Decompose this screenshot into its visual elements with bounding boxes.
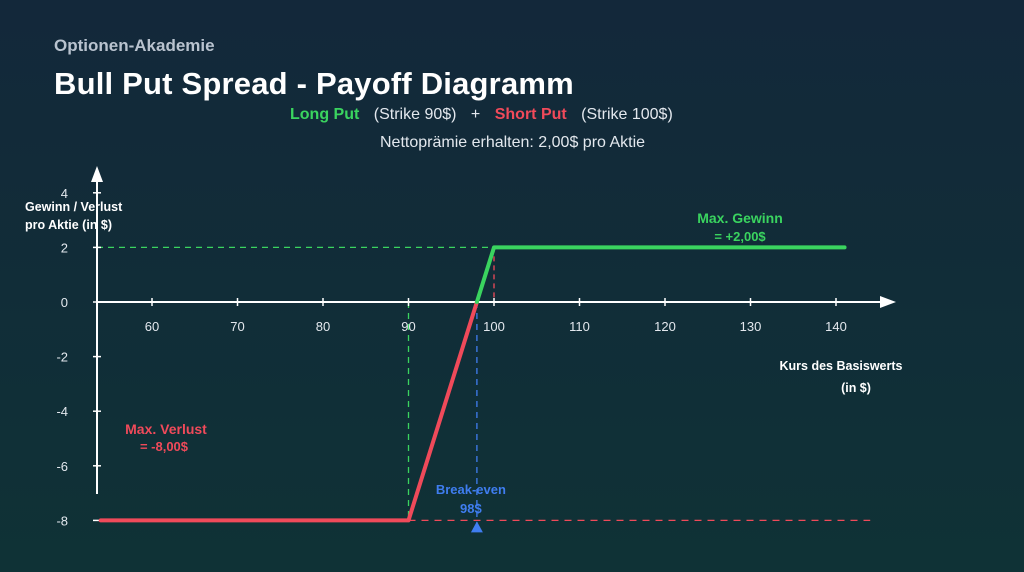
long-put-label: Long Put (290, 106, 360, 123)
legend-line: Long Put (Strike 90$) + Short Put (Strik… (290, 106, 673, 124)
x-tick-label: 80 (316, 319, 330, 334)
tick-labels: 4 2 0 -2 -4 -6 -8 60 70 80 90 100 110 120 130 140 (56, 186, 846, 529)
max-loss-value: = -8,00$ (140, 439, 189, 454)
x-axis-arrow-icon (880, 296, 896, 308)
breakeven-value: 98$ (460, 501, 482, 516)
max-gain-title: Max. Gewinn (697, 210, 783, 226)
long-put-strike: (Strike 90$) (373, 106, 457, 123)
max-loss-title: Max. Verlust (125, 421, 207, 437)
x-tick-label: 130 (740, 319, 762, 334)
page-title: Bull Put Spread - Payoff Diagramm (54, 66, 574, 101)
y-tick-label: -8 (56, 513, 68, 528)
profit-segment (474, 245, 847, 304)
x-tick-label: 90 (401, 319, 415, 334)
y-axis-arrow-icon (91, 166, 103, 182)
payoff-series (98, 245, 847, 523)
short-put-strike: (Strike 100$) (581, 106, 673, 123)
x-tick-label: 120 (654, 319, 676, 334)
y-tick-label: 2 (61, 240, 68, 255)
brand-label: Optionen-Akademie (54, 36, 215, 55)
axes (91, 166, 896, 522)
annotations: Max. Gewinn = +2,00$ Max. Verlust = -8,00$ B… (25, 200, 903, 533)
y-tick-label: 4 (61, 186, 68, 201)
y-tick-label: 0 (61, 295, 68, 310)
y-axis-label-line2: pro Aktie (in $) (25, 218, 112, 232)
x-axis-label-line1: Kurs des Basiswerts (780, 359, 903, 373)
premium-note: Nettoprämie erhalten: 2,00$ pro Aktie (380, 134, 646, 151)
guide-lines (97, 246, 871, 525)
y-tick-label: -6 (56, 459, 68, 474)
max-gain-value: = +2,00$ (714, 229, 766, 244)
x-tick-label: 110 (569, 319, 590, 334)
x-tick-label: 60 (145, 319, 159, 334)
loss-segment (98, 300, 479, 523)
y-axis-label-line1: Gewinn / Verlust (25, 200, 123, 214)
x-tick-label: 140 (825, 319, 847, 334)
x-axis-label-line2: (in $) (841, 381, 871, 395)
y-tick-label: -2 (56, 350, 68, 365)
breakeven-marker-icon (470, 521, 483, 533)
short-put-label: Short Put (494, 106, 567, 123)
x-tick-label: 70 (230, 319, 244, 334)
y-tick-label: -4 (56, 404, 68, 419)
breakeven-title: Break-even (436, 482, 506, 497)
x-tick-label: 100 (483, 319, 505, 334)
legend-plus: + (470, 106, 481, 123)
